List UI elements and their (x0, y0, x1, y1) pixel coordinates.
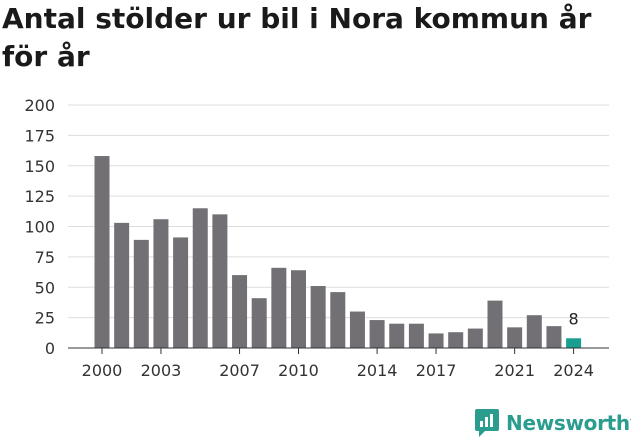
bar-2000 (94, 156, 110, 348)
bar-2023 (546, 326, 562, 348)
bar-2001 (114, 222, 130, 348)
bar-2020 (487, 300, 503, 348)
x-tick-label: 2024 (553, 361, 594, 380)
newsworthy-brand[interactable]: Newsworthy (474, 406, 631, 440)
bar-2012 (330, 292, 346, 348)
bar-2017 (428, 333, 444, 348)
x-tick-label: 2003 (141, 361, 182, 380)
x-tick-label: 2000 (82, 361, 123, 380)
x-tick-label: 2021 (494, 361, 535, 380)
bar-2024 (566, 338, 582, 348)
y-tick-label: 200 (24, 96, 55, 115)
y-tick-label: 125 (24, 187, 55, 206)
x-axis-ticks: 2000 2003 2007 2010 2014 2017 2021 2024 (82, 348, 594, 380)
y-tick-label: 50 (35, 278, 55, 297)
bar-2021 (507, 327, 523, 348)
bar-2002 (133, 239, 149, 348)
bar-2009 (271, 267, 287, 348)
y-tick-label: 25 (35, 309, 55, 328)
bar-2003 (153, 219, 169, 348)
bar-2015 (389, 323, 405, 348)
bar-2005 (192, 208, 208, 348)
bar-2019 (467, 328, 483, 348)
y-tick-label: 175 (24, 126, 55, 145)
bar-2016 (408, 323, 424, 348)
data-label: 8 (569, 309, 579, 328)
y-tick-label: 75 (35, 248, 55, 267)
bar-2022 (526, 315, 542, 348)
brand-name: Newsworthy (506, 411, 631, 435)
y-tick-label: 150 (24, 157, 55, 176)
x-tick-label: 2017 (416, 361, 457, 380)
bars (94, 156, 582, 348)
x-tick-label: 2014 (357, 361, 398, 380)
bar-2006 (212, 214, 228, 348)
grid-lines (68, 104, 609, 319)
bar-2008 (251, 298, 267, 348)
newsworthy-logo-icon (475, 409, 499, 437)
x-tick-label: 2010 (278, 361, 319, 380)
bar-2011 (310, 286, 326, 348)
bar-2018 (448, 332, 464, 348)
bar-2010 (291, 270, 306, 348)
chart-title: Antal stölder ur bil i Nora kommun år fö… (2, 2, 592, 73)
y-axis-ticks: 0 25 50 75 100 125 150 175 200 (24, 96, 55, 358)
y-tick-label: 100 (24, 218, 55, 237)
bar-2014 (369, 320, 385, 348)
bar-2007 (232, 275, 248, 348)
x-tick-label: 2007 (219, 361, 260, 380)
data-labels: 8 (569, 309, 579, 328)
y-tick-label: 0 (45, 339, 55, 358)
bar-2004 (173, 237, 189, 348)
bar-2013 (349, 311, 365, 348)
